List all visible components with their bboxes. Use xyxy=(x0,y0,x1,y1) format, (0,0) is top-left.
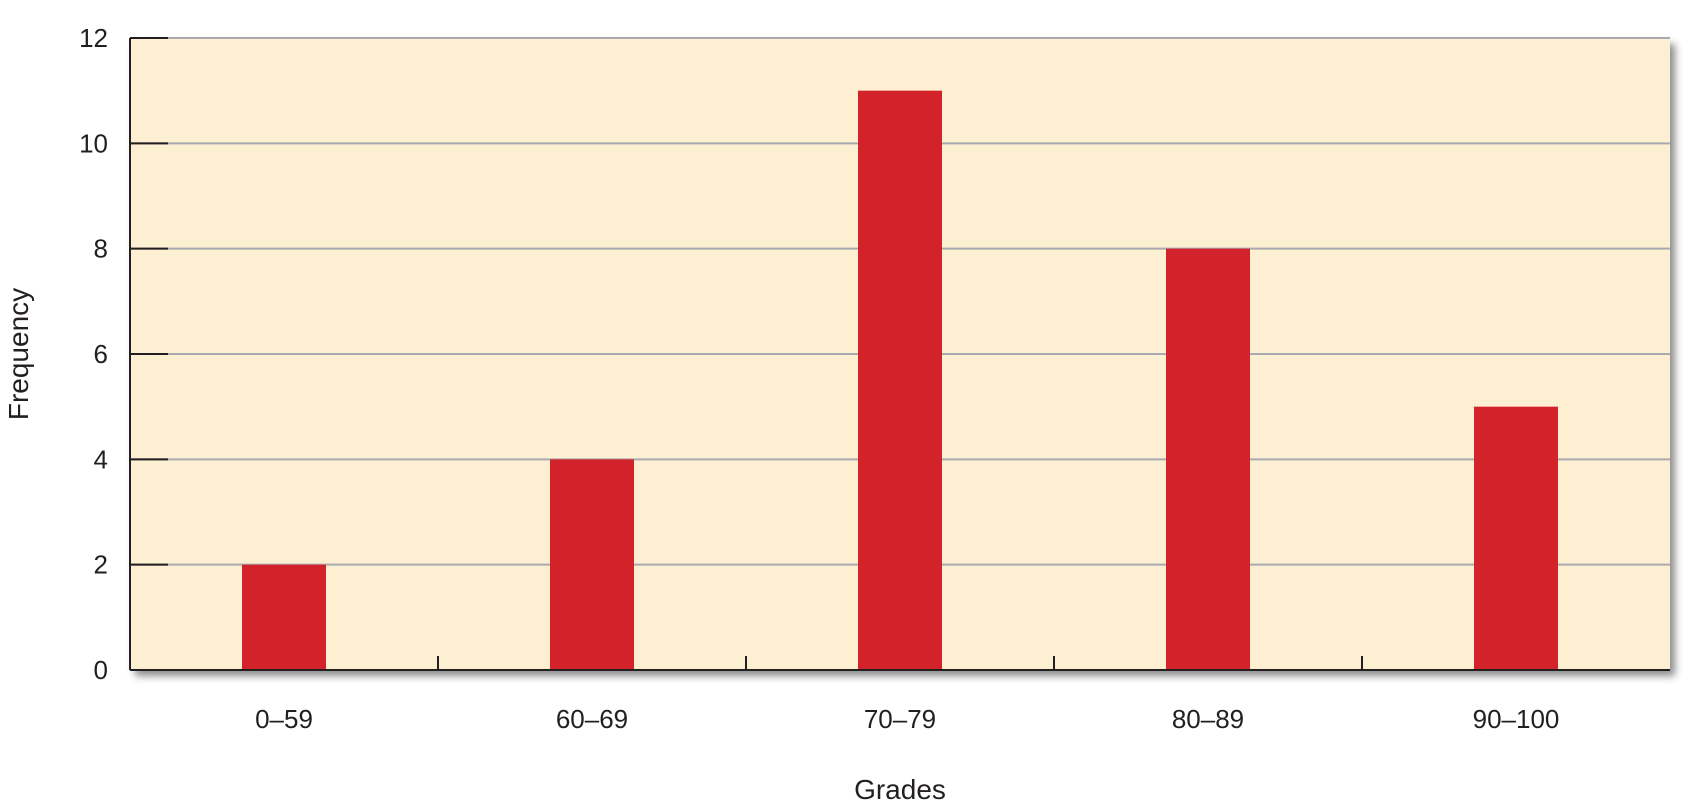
x-axis-ticks: 0–59 60–69 70–79 80–89 90–100 xyxy=(255,656,1559,734)
y-tick-label-8: 8 xyxy=(94,234,108,264)
x-axis-title: Grades xyxy=(854,774,946,805)
x-tick-label-70–79: 70–79 xyxy=(864,704,936,734)
y-tick-label-6: 6 xyxy=(94,339,108,369)
bar-70–79 xyxy=(858,90,942,670)
y-tick-label-12: 12 xyxy=(79,23,108,53)
bar-90–100 xyxy=(1474,406,1558,670)
x-tick-label-0–59: 0–59 xyxy=(255,704,313,734)
bar-0–59 xyxy=(242,564,326,670)
y-axis-title: Frequency xyxy=(3,288,34,420)
bar-80–89 xyxy=(1166,248,1250,670)
bar-60–69 xyxy=(550,459,634,670)
y-tick-label-2: 2 xyxy=(94,550,108,580)
x-tick-label-90–100: 90–100 xyxy=(1473,704,1560,734)
y-tick-label-0: 0 xyxy=(94,655,108,685)
x-tick-label-80–89: 80–89 xyxy=(1172,704,1244,734)
y-tick-label-4: 4 xyxy=(94,444,108,474)
y-axis-ticks: 0 2 4 6 8 10 12 xyxy=(79,23,168,685)
y-tick-label-10: 10 xyxy=(79,128,108,158)
bars xyxy=(242,90,1558,670)
x-tick-label-60–69: 60–69 xyxy=(556,704,628,734)
